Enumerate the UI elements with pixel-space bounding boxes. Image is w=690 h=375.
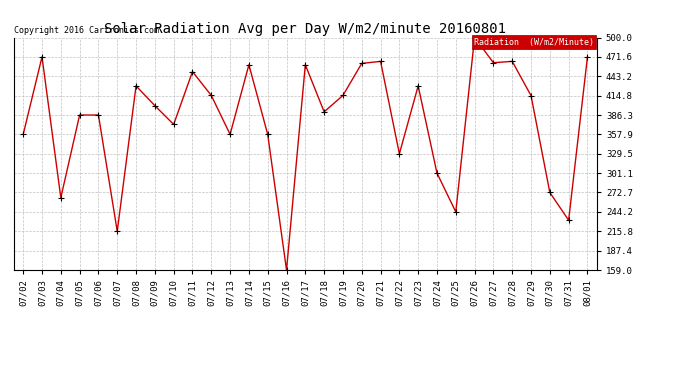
Text: Copyright 2016 Cartronics.com: Copyright 2016 Cartronics.com xyxy=(14,26,159,35)
Title: Solar Radiation Avg per Day W/m2/minute 20160801: Solar Radiation Avg per Day W/m2/minute … xyxy=(104,22,506,36)
Text: Radiation  (W/m2/Minute): Radiation (W/m2/Minute) xyxy=(474,38,594,46)
